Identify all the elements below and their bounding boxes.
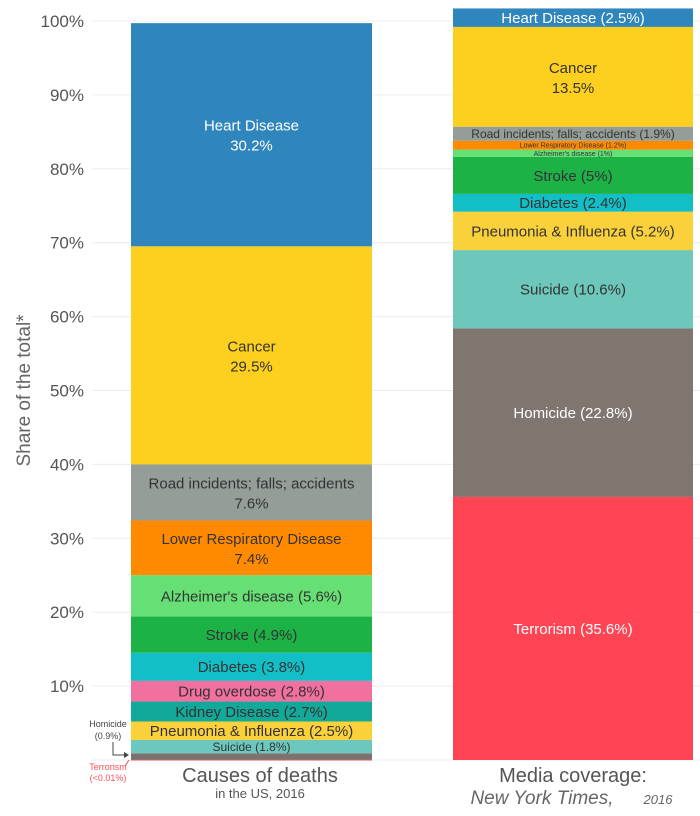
column-title: Media coverage: [499, 765, 647, 787]
segment-value-label: 7.6% [234, 495, 268, 512]
annotation-arrow-homicide [112, 742, 127, 756]
bar-segment-heart-disease [131, 23, 372, 247]
y-tick-label: 90% [50, 86, 84, 105]
segment-value-label: 30.2% [230, 138, 273, 155]
y-tick-label: 30% [50, 529, 84, 548]
bar-segment-suicide [131, 739, 372, 754]
segment-value-label: 29.5% [230, 358, 273, 375]
annotation-arrowhead-homicide [124, 752, 129, 758]
segment-label: Heart Disease [204, 118, 299, 135]
y-tick-label: 70% [50, 234, 84, 253]
bar-segment-drug-overdose [131, 680, 372, 702]
y-tick-label: 20% [50, 603, 84, 622]
y-tick-label: 100% [41, 12, 84, 31]
segment-label: Pneumonia & Influenza (5.2%) [471, 223, 674, 240]
bar-segment-pneumonia-influenza [131, 721, 372, 740]
y-axis-title: Share of the total* [14, 314, 35, 467]
bar-segment-stroke [453, 156, 693, 194]
y-tick-label: 50% [50, 382, 84, 401]
bar-segment-homicide [131, 753, 372, 760]
y-tick-label: 60% [50, 308, 84, 327]
segment-label: Heart Disease (2.5%) [501, 10, 644, 27]
bar-segment-heart-disease [453, 8, 693, 27]
segment-label: Suicide (10.6%) [520, 282, 626, 299]
bar-segment-homicide [453, 328, 693, 497]
segment-label: Diabetes (2.4%) [519, 195, 627, 212]
column-subtitle-year: 2016 [643, 792, 674, 807]
annotation-homicide-value: (0.9%) [95, 731, 122, 741]
segment-value-label: 13.5% [552, 80, 595, 97]
segment-label: Homicide (22.8%) [513, 405, 632, 422]
bar-segment-kidney-disease [131, 701, 372, 722]
segment-label: Drug overdose (2.8%) [178, 684, 325, 701]
column-subtitle: in the US, 2016 [215, 786, 305, 801]
segment-label: Road incidents; falls; accidents [149, 475, 355, 492]
bar-segment-road-incidents-falls-accidents [453, 126, 693, 141]
segment-label: Terrorism (35.6%) [513, 621, 632, 638]
bar-segment-stroke [131, 616, 372, 653]
annotation-terrorism-value: (<0.01%) [90, 773, 127, 783]
column-subtitle: New York Times, [470, 788, 613, 809]
segment-label: Lower Respiratory Disease [161, 531, 341, 548]
y-tick-label: 80% [50, 160, 84, 179]
column-title: Causes of deaths [182, 765, 338, 787]
bar-segment-suicide [453, 250, 693, 329]
segment-label: Diabetes (3.8%) [198, 659, 306, 676]
segment-label: Kidney Disease (2.7%) [175, 704, 328, 721]
annotation-arrow-terrorism [124, 759, 130, 767]
bar-segment-pneumonia-influenza [453, 211, 693, 251]
bar-segment-cancer [453, 26, 693, 127]
bar-segment-alzheimer-s-disease [453, 149, 693, 157]
bar-segment-road-incidents-falls-accidents [131, 464, 372, 521]
y-tick-label: 40% [50, 455, 84, 474]
segment-label: Suicide (1.8%) [212, 740, 290, 754]
annotation-terrorism: Terrorism [89, 762, 127, 772]
segment-label: Alzheimer's disease (5.6%) [161, 588, 342, 605]
annotation-homicide: Homicide [89, 719, 127, 729]
bar-segment-alzheimer-s-disease [131, 575, 372, 617]
bar-segment-diabetes [453, 193, 693, 212]
bar-segment-terrorism [131, 759, 372, 761]
segment-label: Pneumonia & Influenza (2.5%) [150, 723, 353, 740]
segment-label: Stroke (5%) [533, 168, 612, 185]
segment-label: Lower Respiratory Disease (1.2%) [520, 143, 627, 150]
segment-label: Cancer [227, 338, 275, 355]
bar-segment-cancer [131, 246, 372, 465]
bar-segment-terrorism [453, 496, 693, 760]
bar-segment-lower-respiratory-disease [453, 140, 693, 150]
segment-label: Road incidents; falls; accidents (1.9%) [471, 127, 674, 141]
segment-label: Cancer [549, 60, 597, 77]
bar-segment-diabetes [131, 652, 372, 681]
segment-label: Alzheimer's disease (1%) [534, 151, 613, 158]
bar-segment-lower-respiratory-disease [131, 520, 372, 576]
y-tick-label: 10% [50, 677, 84, 696]
segment-value-label: 7.4% [234, 551, 268, 568]
segment-label: Stroke (4.9%) [206, 627, 298, 644]
